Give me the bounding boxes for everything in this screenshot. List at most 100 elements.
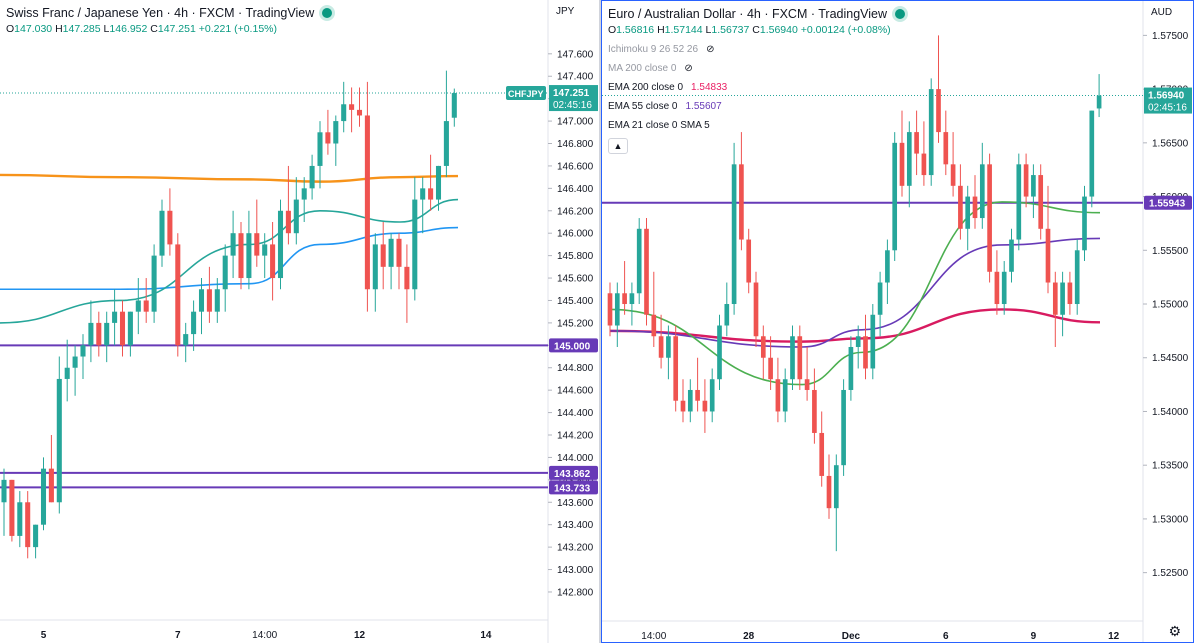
level-price-text: 145.000 xyxy=(554,341,591,352)
candle-body xyxy=(246,233,252,279)
time-tick-label: 14 xyxy=(480,630,492,641)
indicator-row[interactable]: MA 200 close 0 ⊘ xyxy=(608,59,905,78)
candle-body xyxy=(238,233,244,279)
price-tick-label: 144.000 xyxy=(557,453,594,464)
candle-body xyxy=(979,164,985,219)
candle-body xyxy=(277,210,284,279)
candle-body xyxy=(709,379,715,412)
hidden-eye-icon[interactable]: ⊘ xyxy=(684,63,693,74)
candle-body xyxy=(230,233,236,256)
candle-body xyxy=(622,293,627,305)
indicator-label: EMA 55 close 0 xyxy=(608,101,678,112)
currency-label: JPY xyxy=(556,6,575,17)
high-value: 147.285 xyxy=(62,23,101,35)
right-chart-legend: Euro / Australian Dollar · 4h · FXCM · T… xyxy=(608,7,906,154)
price-tick-label: 1.54500 xyxy=(1152,353,1189,364)
low-value: 1.56737 xyxy=(711,24,750,36)
indicator-row[interactable]: EMA 21 close 0 SMA 5 xyxy=(608,116,905,135)
close-value: 1.56940 xyxy=(759,24,798,36)
indicator-value: 1.55607 xyxy=(685,101,722,112)
candle-body xyxy=(607,293,613,326)
candle-body xyxy=(943,132,949,165)
candle-body xyxy=(412,199,418,290)
candle-body xyxy=(396,238,402,267)
candle-body xyxy=(651,314,657,337)
left-chart-canvas[interactable]: 147.600147.400147.200147.000146.800146.6… xyxy=(0,0,599,643)
level-price-badge xyxy=(549,465,598,480)
currency-label: AUD xyxy=(1151,7,1172,18)
candle-body xyxy=(790,336,795,380)
price-tick-label: 146.000 xyxy=(557,229,594,240)
candle-body xyxy=(143,300,149,312)
candle-body xyxy=(760,336,766,358)
candle-body xyxy=(451,93,457,118)
price-tick-label: 145.400 xyxy=(557,296,594,307)
open-value: 147.030 xyxy=(14,23,53,35)
collapse-legend-button[interactable]: ▲ xyxy=(608,138,628,154)
candle-body xyxy=(167,210,173,245)
candle-body xyxy=(317,132,323,166)
market-open-icon xyxy=(895,9,906,19)
time-tick-label: 12 xyxy=(354,630,366,641)
candle-body xyxy=(841,389,846,466)
price-tick-label: 1.57500 xyxy=(1152,31,1189,42)
candle-body xyxy=(301,188,307,200)
candle-body xyxy=(870,314,876,369)
left-chart-legend: Swiss Franc / Japanese Yen · 4h · FXCM ·… xyxy=(6,6,333,37)
candle-body xyxy=(826,475,832,509)
price-tick-label: 144.400 xyxy=(557,408,594,419)
indicator-label: EMA 21 close 0 SMA 5 xyxy=(608,120,710,131)
left-ohlc: O147.030 H147.285 L146.952 C147.251 +0.2… xyxy=(6,22,332,37)
candle-body xyxy=(753,282,759,337)
candle-body xyxy=(702,400,708,412)
countdown-text: 02:45:16 xyxy=(553,100,592,111)
price-tick-label: 1.52500 xyxy=(1152,568,1189,579)
right-chart-pane[interactable]: 1.575001.570001.565001.560001.555001.550… xyxy=(601,0,1194,643)
candle-body xyxy=(151,255,157,312)
candle-body xyxy=(739,164,744,240)
indicator-row[interactable]: Ichimoku 9 26 52 26 ⊘ xyxy=(608,40,905,59)
time-tick-label: 7 xyxy=(175,630,181,641)
candle-body xyxy=(819,432,825,476)
level-price-badge xyxy=(1144,195,1192,210)
indicator-row[interactable]: EMA 55 close 0 1.55607 xyxy=(608,97,905,116)
low-value: 146.952 xyxy=(109,23,148,35)
candle-body xyxy=(687,389,693,412)
price-tick-label: 147.000 xyxy=(557,117,594,128)
ema-line-ema-21 xyxy=(0,198,459,324)
price-tick-label: 1.55000 xyxy=(1152,300,1189,311)
candle-body xyxy=(1067,282,1073,305)
candle-body xyxy=(695,389,700,401)
time-tick-label: Dec xyxy=(842,631,861,642)
candle-body xyxy=(1023,164,1029,197)
close-label: C xyxy=(150,23,158,35)
candle-body xyxy=(928,89,934,176)
candle-body xyxy=(644,228,649,315)
candle-body xyxy=(717,325,722,380)
open-value: 1.56816 xyxy=(616,24,655,36)
candle-body xyxy=(899,142,905,186)
candle-body xyxy=(724,304,730,326)
candle-body xyxy=(372,244,378,290)
candle-body xyxy=(222,255,228,290)
price-tick-label: 1.56500 xyxy=(1152,138,1189,149)
hidden-eye-icon[interactable]: ⊘ xyxy=(706,44,715,55)
left-chart-pane[interactable]: 147.600147.400147.200147.000146.800146.6… xyxy=(0,0,599,643)
candle-body xyxy=(848,346,854,390)
pane-divider[interactable] xyxy=(599,0,601,643)
indicator-row[interactable]: EMA 200 close 0 1.54833 xyxy=(608,78,905,97)
candle-body xyxy=(88,322,94,346)
change-value: +0.221 (+0.15%) xyxy=(198,23,277,35)
candle-body xyxy=(885,250,890,283)
candle-body xyxy=(1009,239,1014,272)
candle-body xyxy=(629,293,635,305)
candle-body xyxy=(746,239,752,283)
settings-gear-icon[interactable]: ⚙ xyxy=(1168,623,1181,639)
candle-body xyxy=(614,293,620,326)
candle-body xyxy=(119,311,126,346)
price-tick-label: 142.800 xyxy=(557,587,594,598)
candle-body xyxy=(435,165,442,200)
candle-body xyxy=(206,289,212,312)
candle-body xyxy=(906,132,912,186)
right-chart-canvas[interactable]: 1.575001.570001.565001.560001.555001.550… xyxy=(602,1,1193,642)
